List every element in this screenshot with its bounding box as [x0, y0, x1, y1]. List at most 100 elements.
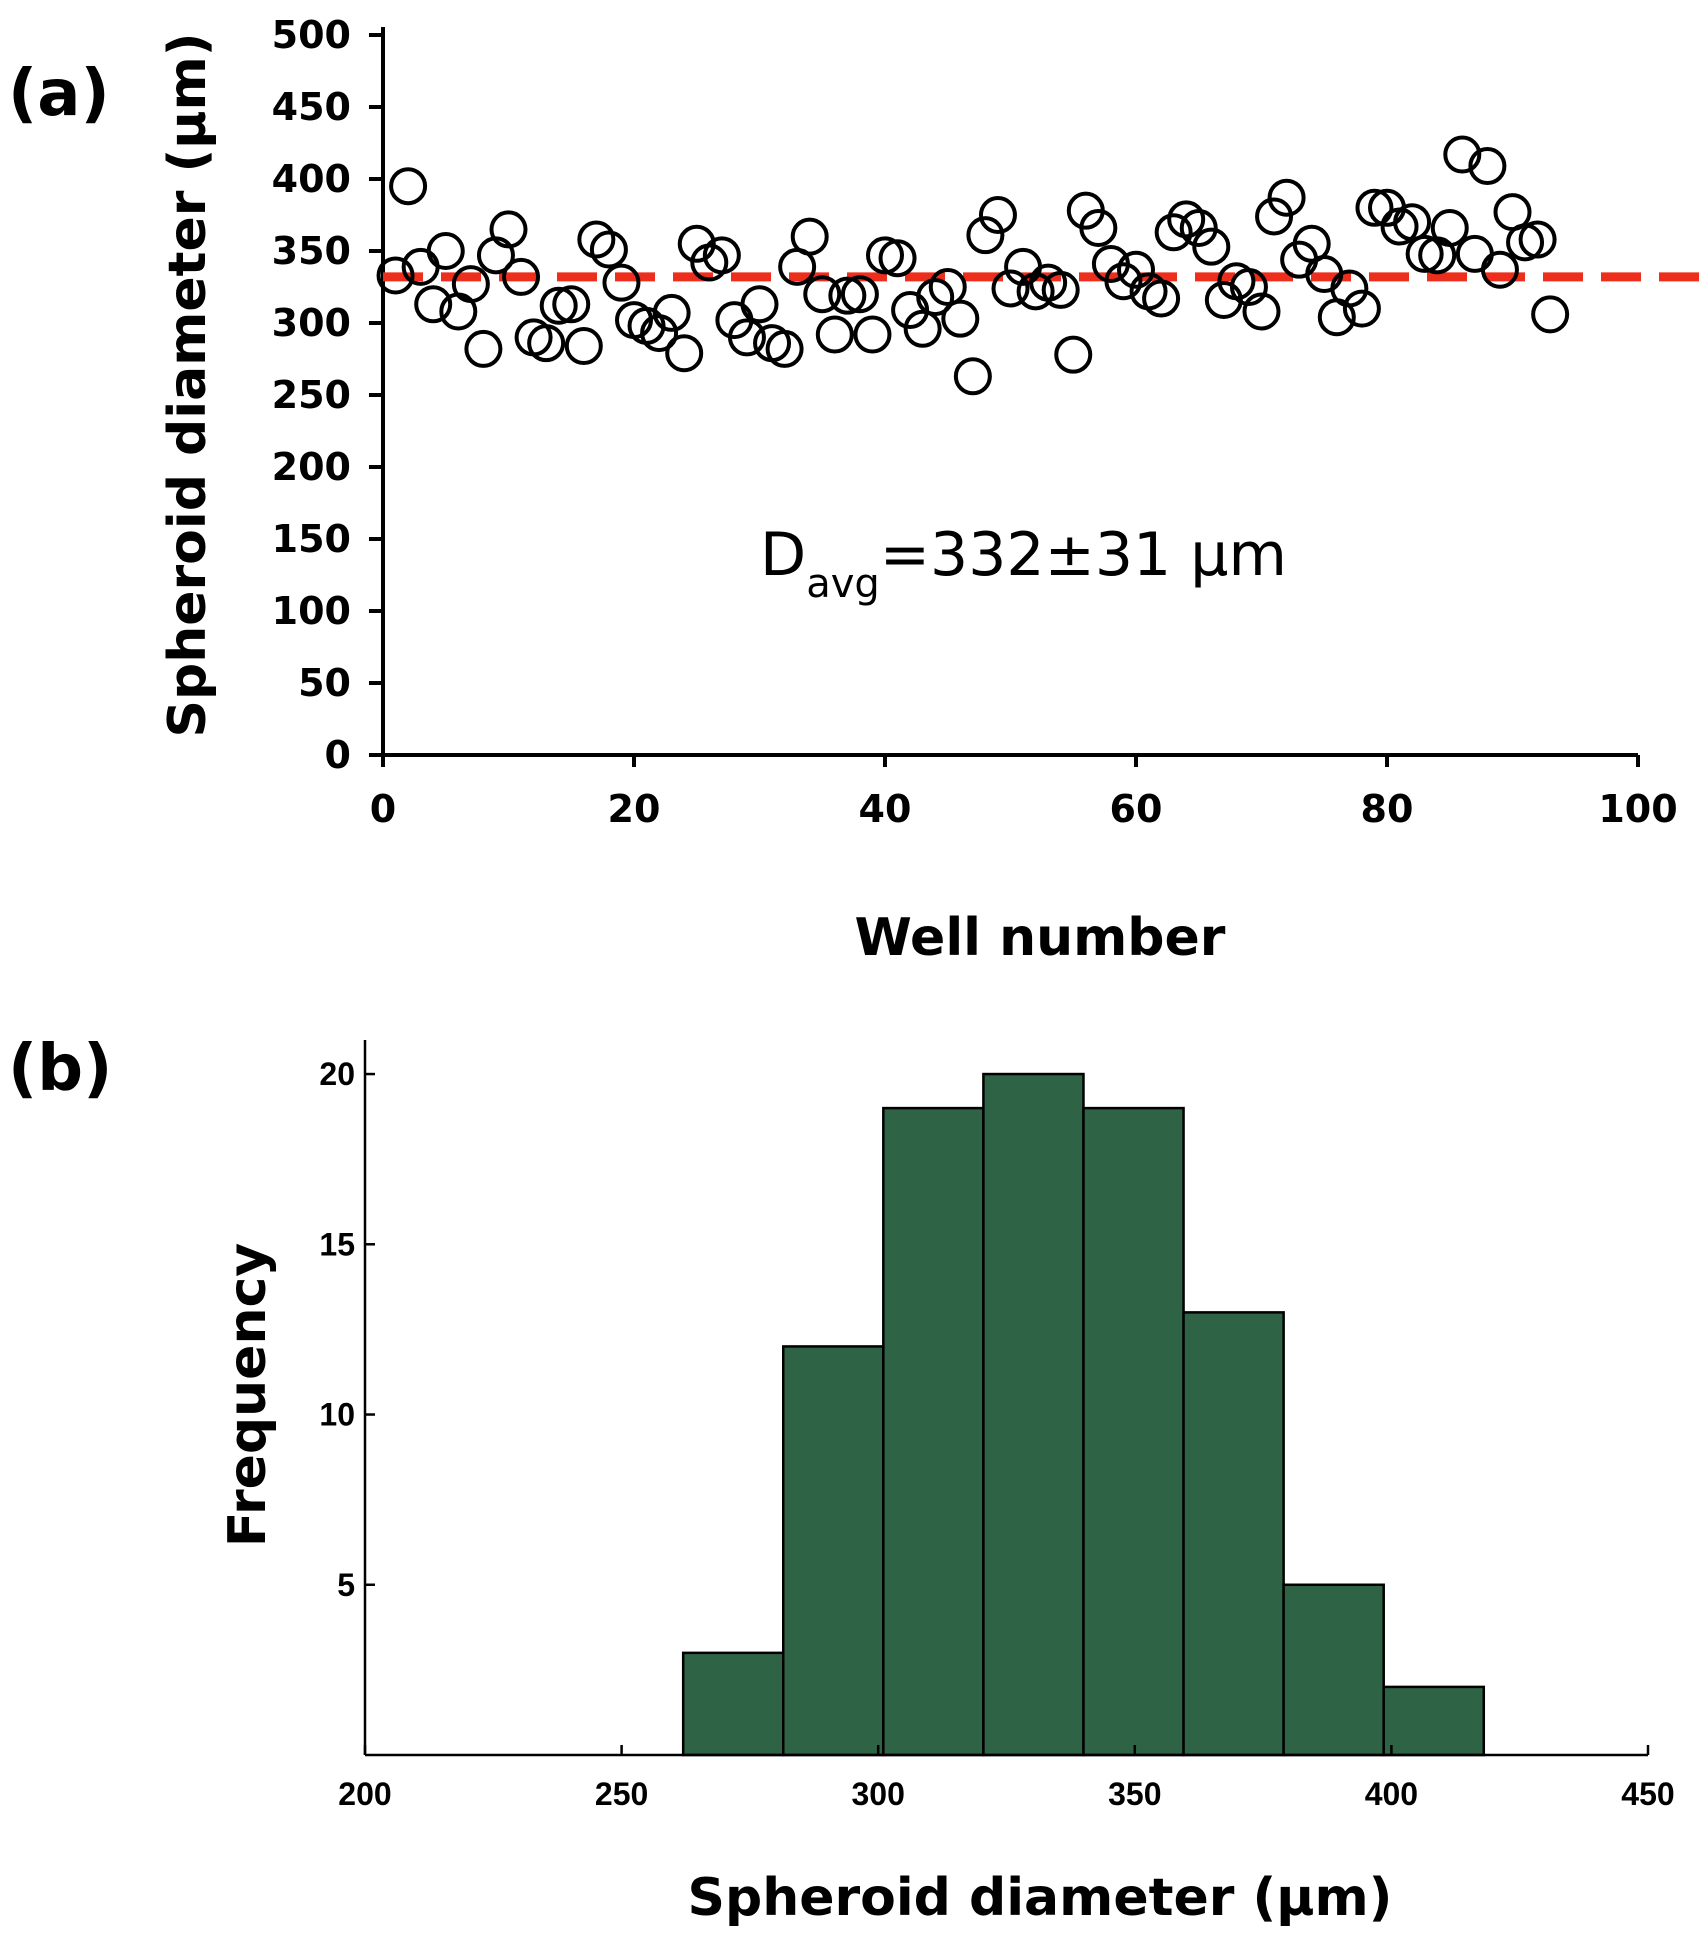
data-point [991, 269, 1030, 308]
panel-b-x-ticks: 200 250 300 350 400 450 [338, 1745, 1675, 1812]
data-point [878, 239, 917, 278]
data-point [564, 327, 603, 366]
y-tick-label: 150 [272, 517, 351, 561]
y-tick-label: 450 [272, 85, 351, 129]
data-point [1443, 135, 1482, 174]
data-point [1468, 147, 1507, 186]
x-tick-label: 400 [1365, 1776, 1418, 1812]
histogram-bar [1182, 1311, 1285, 1757]
data-point [702, 236, 741, 275]
histogram-bar [1282, 1583, 1385, 1757]
histogram-bar [982, 1072, 1085, 1757]
histogram-bar [681, 1651, 785, 1757]
y-tick-label: 10 [319, 1397, 355, 1433]
annotation-main: D [760, 520, 806, 590]
data-point [840, 275, 879, 314]
data-point [464, 329, 503, 368]
data-point [1393, 203, 1432, 242]
data-point [652, 293, 691, 332]
data-point [1054, 335, 1093, 374]
data-point [414, 285, 453, 324]
histogram-bar [1082, 1106, 1185, 1757]
panel-a-points [376, 135, 1570, 396]
panel-a-y-ticks: 0 50 100 150 200 250 300 350 400 450 500 [272, 13, 383, 777]
x-tick-label: 40 [859, 787, 912, 831]
data-point [1455, 234, 1494, 273]
data-point [727, 318, 766, 357]
y-tick-label: 50 [298, 661, 351, 705]
data-point [941, 299, 980, 338]
data-point [1154, 213, 1193, 252]
data-point [1142, 279, 1181, 318]
annotation-subscript: avg [806, 561, 880, 607]
panel-b-y-axis-title: Frequency [218, 1243, 278, 1547]
data-point [539, 286, 578, 325]
panel-a-x-ticks: 0 20 40 60 80 100 [370, 755, 1678, 831]
panel-a-x-axis-title: Well number [855, 908, 1226, 968]
data-point [589, 230, 628, 269]
data-point [765, 329, 804, 368]
y-tick-label: 100 [272, 589, 351, 633]
y-tick-label: 20 [319, 1056, 355, 1092]
data-point [527, 324, 566, 363]
data-point [1480, 250, 1519, 289]
data-point [1079, 208, 1118, 247]
data-point [451, 265, 490, 304]
data-point [577, 220, 616, 259]
x-tick-label: 0 [370, 787, 396, 831]
x-tick-label: 200 [338, 1776, 391, 1812]
data-point [1242, 292, 1281, 331]
average-annotation: Davg=332±31 μm [760, 520, 1287, 607]
data-point [815, 315, 854, 354]
data-point [1192, 227, 1231, 266]
panel-b-axes: 5 10 15 20 200 250 300 350 400 450 [319, 1040, 1675, 1812]
panel-b-histogram: (b) 5 10 15 20 200 250 300 350 400 450 Spheroid … [8, 1032, 1675, 1928]
panel-b-bars [681, 1072, 1486, 1757]
x-tick-label: 250 [595, 1776, 648, 1812]
data-point [1330, 269, 1369, 308]
panel-b-x-axis-title: Spheroid diameter (μm) [688, 1868, 1393, 1928]
data-point [1430, 208, 1469, 247]
x-tick-label: 80 [1361, 787, 1414, 831]
data-point [828, 276, 867, 315]
data-point [903, 309, 942, 348]
data-point [790, 217, 829, 256]
y-tick-label: 15 [319, 1226, 355, 1262]
data-point [376, 256, 415, 295]
data-point [1405, 234, 1444, 273]
histogram-bar [782, 1345, 885, 1757]
data-point [1255, 197, 1294, 236]
data-point [928, 268, 967, 306]
data-point [602, 263, 641, 302]
data-point [1117, 250, 1155, 289]
x-tick-label: 100 [1598, 787, 1677, 831]
data-point [978, 196, 1017, 234]
data-point [1104, 262, 1143, 301]
histogram-bar [882, 1106, 985, 1757]
x-tick-label: 450 [1621, 1776, 1674, 1812]
data-point [1229, 268, 1268, 306]
data-point [803, 275, 842, 314]
x-tick-label: 20 [608, 787, 661, 831]
data-point [1267, 178, 1306, 217]
data-point [552, 285, 591, 324]
data-point [489, 210, 528, 249]
y-tick-label: 300 [272, 301, 351, 345]
data-point [966, 216, 1005, 255]
data-point [953, 357, 992, 396]
data-point [677, 224, 716, 263]
y-tick-label: 400 [272, 157, 351, 201]
y-tick-label: 250 [272, 373, 351, 417]
y-tick-label: 5 [337, 1567, 355, 1603]
y-tick-label: 0 [325, 733, 351, 777]
data-point [1179, 208, 1218, 247]
data-point [853, 315, 892, 354]
panel-a-scatter: (a) 0 50 100 150 200 250 300 350 400 450 500 0 20 40… [8, 13, 1700, 968]
panel-a-axes: 0 50 100 150 200 250 300 350 400 450 500 0 20 40 60 80… [272, 13, 1678, 831]
panel-b-y-ticks: 5 10 15 20 [319, 1056, 375, 1603]
data-point [426, 232, 465, 270]
panel-b-label: (b) [8, 1032, 112, 1106]
x-tick-label: 60 [1110, 787, 1163, 831]
x-tick-label: 350 [1108, 1776, 1161, 1812]
